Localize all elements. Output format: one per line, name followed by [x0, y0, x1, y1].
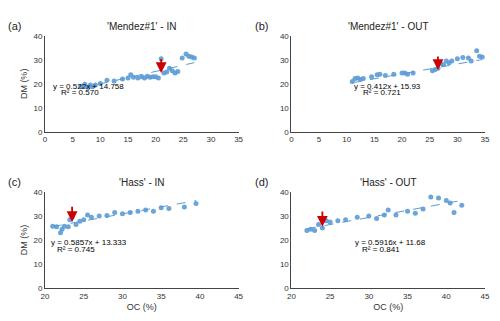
svg-text:25: 25: [179, 135, 188, 144]
svg-text:30: 30: [280, 212, 289, 221]
svg-text:OC (%): OC (%): [127, 302, 157, 312]
svg-text:y = 0.5916x + 11.68: y = 0.5916x + 11.68: [355, 238, 426, 247]
svg-text:(c): (c): [8, 176, 21, 188]
svg-text:10: 10: [280, 104, 289, 113]
svg-text:20: 20: [151, 135, 160, 144]
svg-text:20: 20: [33, 236, 42, 245]
svg-text:R² = 0.721: R² = 0.721: [363, 88, 401, 97]
svg-text:R² = 0.570: R² = 0.570: [61, 88, 99, 97]
svg-text:40: 40: [195, 292, 204, 301]
svg-text:OC (%): OC (%): [373, 302, 403, 312]
svg-text:10: 10: [96, 135, 105, 144]
svg-text:'Mendez#1' - IN: 'Mendez#1' - IN: [107, 21, 176, 32]
svg-text:'Hass' - IN: 'Hass' - IN: [119, 177, 165, 188]
svg-text:0: 0: [284, 284, 289, 293]
svg-text:30: 30: [364, 292, 373, 301]
svg-text:0: 0: [38, 128, 43, 137]
svg-text:'Hass' - OUT: 'Hass' - OUT: [360, 177, 417, 188]
svg-text:0: 0: [43, 135, 48, 144]
svg-text:15: 15: [370, 135, 379, 144]
svg-text:25: 25: [326, 292, 335, 301]
svg-text:R² = 0.745: R² = 0.745: [57, 245, 95, 254]
svg-text:30: 30: [33, 212, 42, 221]
svg-text:20: 20: [33, 80, 42, 89]
svg-text:30: 30: [206, 135, 215, 144]
svg-text:30: 30: [33, 56, 42, 65]
svg-text:25: 25: [79, 292, 88, 301]
svg-text:'Mendez#1' - OUT: 'Mendez#1' - OUT: [348, 21, 429, 32]
svg-text:30: 30: [453, 135, 462, 144]
svg-text:35: 35: [157, 292, 166, 301]
svg-text:(a): (a): [8, 20, 21, 32]
svg-text:25: 25: [425, 135, 434, 144]
svg-text:DM (%): DM (%): [19, 69, 29, 100]
svg-text:y = 0.522x + 14.758: y = 0.522x + 14.758: [53, 82, 124, 91]
svg-text:y = 0.5857x + 13.333: y = 0.5857x + 13.333: [51, 238, 127, 247]
svg-text:20: 20: [280, 80, 289, 89]
svg-text:10: 10: [33, 104, 42, 113]
svg-text:10: 10: [280, 260, 289, 269]
svg-text:0: 0: [284, 128, 289, 137]
svg-text:40: 40: [33, 188, 42, 197]
svg-text:45: 45: [234, 292, 243, 301]
svg-text:30: 30: [280, 56, 289, 65]
svg-text:y = 0.412x + 15.93: y = 0.412x + 15.93: [354, 82, 421, 91]
svg-text:20: 20: [398, 135, 407, 144]
svg-text:10: 10: [342, 135, 351, 144]
svg-text:40: 40: [442, 292, 451, 301]
svg-text:0: 0: [289, 135, 294, 144]
svg-text:10: 10: [33, 260, 42, 269]
svg-text:15: 15: [124, 135, 133, 144]
svg-text:20: 20: [41, 292, 50, 301]
svg-text:5: 5: [70, 135, 75, 144]
svg-text:0: 0: [38, 284, 43, 293]
svg-text:40: 40: [280, 188, 289, 197]
svg-text:20: 20: [287, 292, 296, 301]
svg-text:DM (%): DM (%): [19, 225, 29, 256]
svg-text:(d): (d): [255, 176, 268, 188]
svg-text:35: 35: [234, 135, 243, 144]
svg-text:35: 35: [481, 135, 490, 144]
svg-text:R² = 0.841: R² = 0.841: [362, 245, 400, 254]
svg-text:30: 30: [118, 292, 127, 301]
svg-text:45: 45: [481, 292, 490, 301]
svg-text:20: 20: [280, 236, 289, 245]
svg-text:35: 35: [403, 292, 412, 301]
svg-text:40: 40: [33, 32, 42, 41]
svg-text:(b): (b): [255, 20, 268, 32]
svg-text:5: 5: [317, 135, 322, 144]
svg-text:40: 40: [280, 32, 289, 41]
